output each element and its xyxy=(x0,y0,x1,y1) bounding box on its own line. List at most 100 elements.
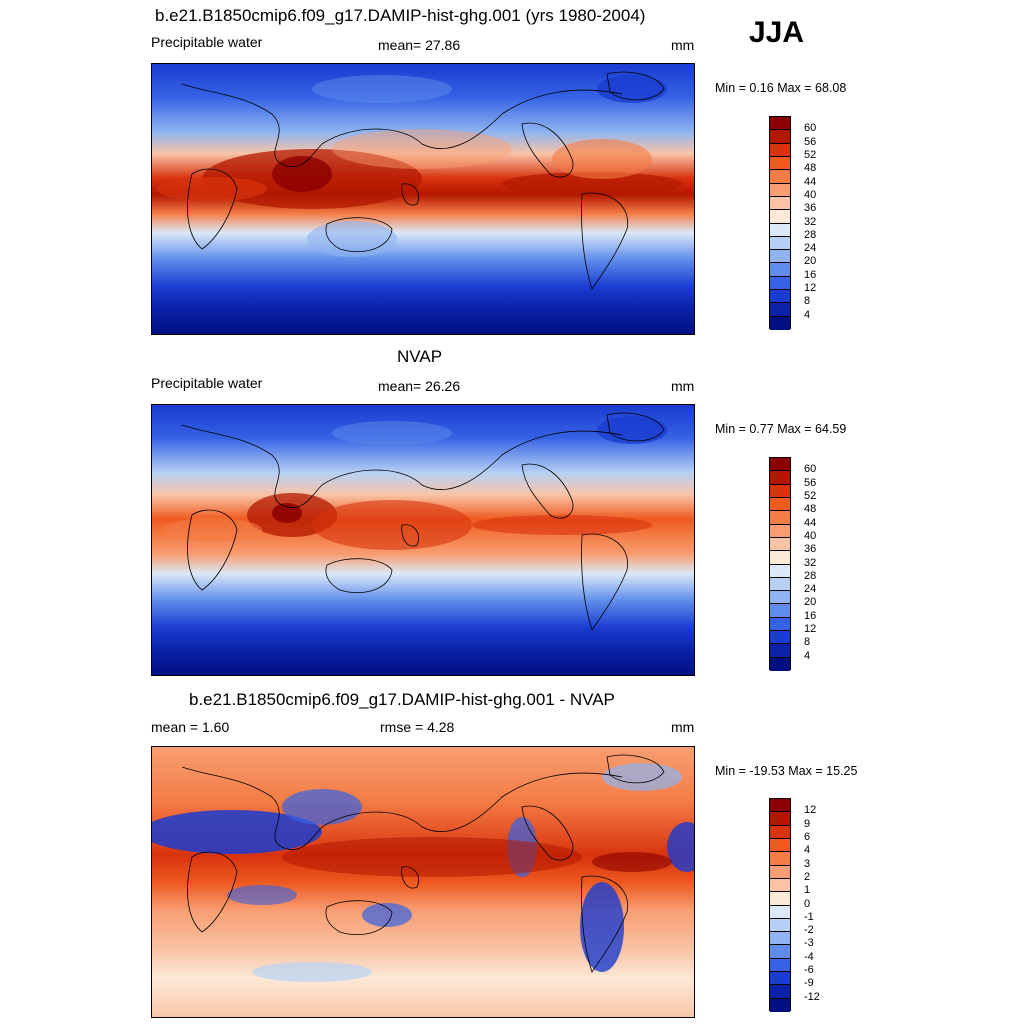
colorbar-tick-label: 24 xyxy=(804,242,817,255)
colorbar-tick-label: 60 xyxy=(804,463,817,476)
colorbar-swatch xyxy=(770,591,790,605)
colorbar-tick-label: 56 xyxy=(804,135,817,148)
colorbar-swatch xyxy=(770,958,790,973)
colorbar-tick-label: 16 xyxy=(804,268,817,281)
colorbar-swatch xyxy=(770,497,790,512)
colorbar-tick-label: 52 xyxy=(804,489,817,502)
colorbar-tick-label: 28 xyxy=(804,569,817,582)
panel-1-units: mm xyxy=(671,37,695,53)
colorbar-swatch xyxy=(770,918,790,933)
colorbar-tick-label: 16 xyxy=(804,609,817,622)
panel-2-units: mm xyxy=(671,378,695,394)
colorbar-swatch xyxy=(770,276,790,291)
panel-3-units: mm xyxy=(671,719,695,735)
colorbar-swatch xyxy=(770,985,790,999)
colorbar-tick-label: -2 xyxy=(804,924,814,937)
colorbar-tick-label: 4 xyxy=(804,844,811,857)
colorbar-tick-label: 36 xyxy=(804,202,817,215)
colorbar-tick-label: 0 xyxy=(804,897,811,910)
colorbar-tick-label: 44 xyxy=(804,175,817,188)
panel-1-title: b.e21.B1850cmip6.f09_g17.DAMIP-hist-ghg.… xyxy=(155,6,646,25)
colorbar-tick-label: 8 xyxy=(804,636,811,649)
colorbar-tick-label: 20 xyxy=(804,255,817,268)
colorbar-swatch xyxy=(770,263,790,277)
colorbar-swatch xyxy=(770,932,790,946)
colorbar-tick-label: 2 xyxy=(804,870,811,883)
colorbar-swatch xyxy=(770,290,790,304)
colorbar-swatch xyxy=(770,143,790,157)
colorbar-swatch xyxy=(770,812,790,826)
colorbar-tick-label: 32 xyxy=(804,215,817,228)
colorbar-tick-label: 20 xyxy=(804,596,817,609)
panel-3-title: b.e21.B1850cmip6.f09_g17.DAMIP-hist-ghg.… xyxy=(189,690,615,709)
colorbar-swatch xyxy=(770,250,790,264)
panel-2-title: NVAP xyxy=(397,347,443,366)
colorbar-tick-label: -6 xyxy=(804,964,814,977)
colorbar-swatch xyxy=(770,852,790,866)
colorbar-swatch xyxy=(770,865,790,879)
colorbar-tick-label: -12 xyxy=(804,990,820,1003)
colorbar-tick-label: -1 xyxy=(804,910,814,923)
colorbar-tick-label: 60 xyxy=(804,122,817,135)
season-label: JJA xyxy=(749,16,805,49)
panel-2-map xyxy=(151,404,695,676)
colorbar-tick-label: -4 xyxy=(804,950,814,963)
colorbar-swatch xyxy=(770,236,790,251)
colorbar-tick-label: 9 xyxy=(804,817,811,830)
colorbar-tick-label: 52 xyxy=(804,148,817,161)
panel-3-rmse: rmse = 4.28 xyxy=(380,719,455,735)
colorbar-swatch xyxy=(770,170,790,184)
colorbar-tick-label: 28 xyxy=(804,228,817,241)
colorbar-swatch xyxy=(770,223,790,237)
panel-1-colorbar xyxy=(769,116,791,330)
panel-2-variable-label: Precipitable water xyxy=(151,375,263,391)
colorbar-swatch xyxy=(770,130,790,144)
panel-1-variable-label: Precipitable water xyxy=(151,34,263,50)
panel-3-minmax: Min = -19.53 Max = 15.25 xyxy=(715,764,858,778)
panel-1-minmax: Min = 0.16 Max = 68.08 xyxy=(715,81,847,95)
panel-2-colorbar xyxy=(769,457,791,671)
colorbar-tick-label: 44 xyxy=(804,516,817,529)
colorbar-tick-label: 48 xyxy=(804,162,817,175)
colorbar-tick-label: 12 xyxy=(804,804,817,817)
colorbar-tick-label: 1 xyxy=(804,884,811,897)
colorbar-swatch xyxy=(770,799,790,813)
colorbar-tick-label: 4 xyxy=(804,308,811,321)
panel-2-minmax: Min = 0.77 Max = 64.59 xyxy=(715,422,847,436)
colorbar-swatch xyxy=(770,524,790,538)
colorbar-swatch xyxy=(770,838,790,853)
colorbar-swatch xyxy=(770,537,790,552)
colorbar-tick-label: 12 xyxy=(804,623,817,636)
colorbar-tick-label: 56 xyxy=(804,476,817,489)
colorbar-tick-label: 12 xyxy=(804,282,817,295)
colorbar-swatch xyxy=(770,183,790,197)
colorbar-swatch xyxy=(770,458,790,472)
colorbar-tick-label: 8 xyxy=(804,295,811,308)
panel-1-map xyxy=(151,63,695,335)
colorbar-tick-label: -9 xyxy=(804,977,814,990)
colorbar-swatch xyxy=(770,631,790,645)
colorbar-swatch xyxy=(770,945,790,959)
panel-2-mean: mean= 26.26 xyxy=(378,378,461,394)
colorbar-swatch xyxy=(770,878,790,893)
colorbar-swatch xyxy=(770,577,790,592)
colorbar-swatch xyxy=(770,316,790,330)
colorbar-swatch xyxy=(770,210,790,224)
colorbar-swatch xyxy=(770,604,790,618)
colorbar-swatch xyxy=(770,564,790,578)
panel-3-mean: mean = 1.60 xyxy=(151,719,230,735)
colorbar-tick-label: 48 xyxy=(804,503,817,516)
colorbar-swatch xyxy=(770,657,790,671)
colorbar-tick-label: 40 xyxy=(804,188,817,201)
colorbar-tick-label: 32 xyxy=(804,556,817,569)
panel-3-colorbar xyxy=(769,798,791,1012)
colorbar-swatch xyxy=(770,303,790,317)
colorbar-tick-label: 6 xyxy=(804,830,811,843)
colorbar-swatch xyxy=(770,117,790,131)
colorbar-swatch xyxy=(770,892,790,906)
colorbar-swatch xyxy=(770,471,790,485)
colorbar-swatch xyxy=(770,972,790,986)
panel-1-mean: mean= 27.86 xyxy=(378,37,461,53)
colorbar-tick-label: 3 xyxy=(804,857,811,870)
colorbar-swatch xyxy=(770,905,790,919)
